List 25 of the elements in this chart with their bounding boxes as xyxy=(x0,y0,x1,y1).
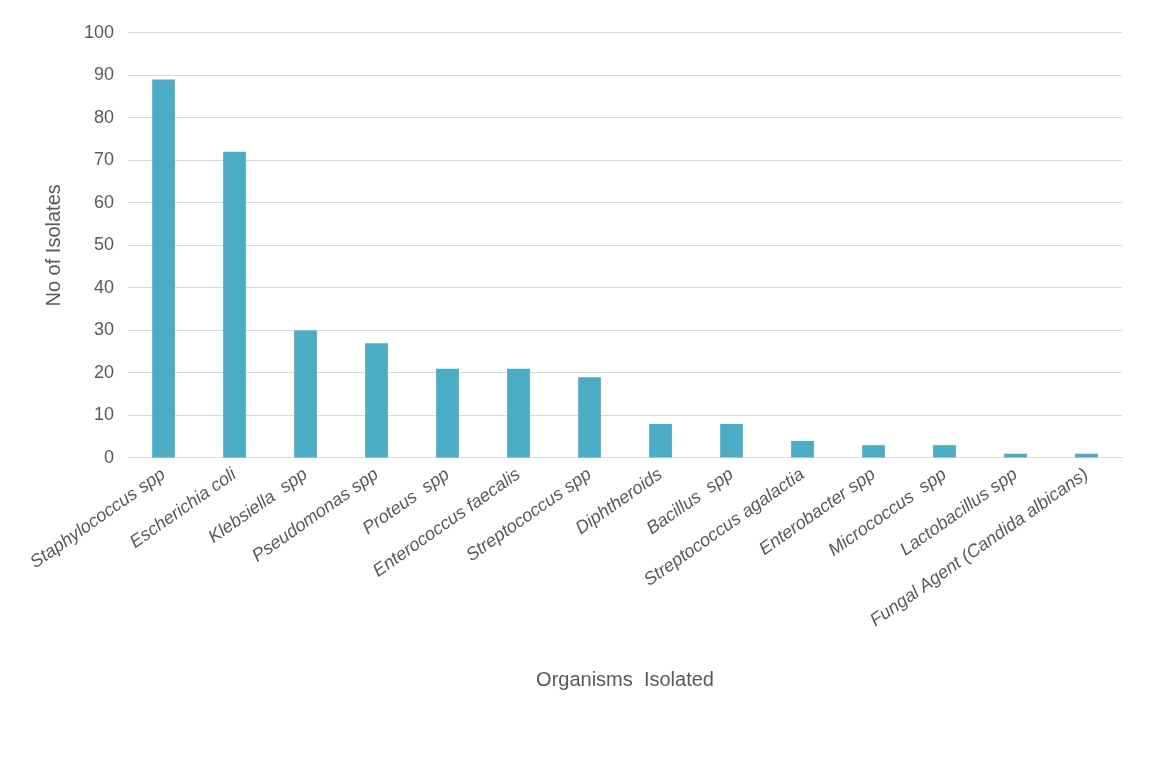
y-tick-label: 10 xyxy=(94,404,115,425)
bar xyxy=(862,445,885,458)
y-tick-label: 90 xyxy=(94,64,115,85)
bar xyxy=(365,343,388,458)
bar xyxy=(578,377,601,458)
bar xyxy=(152,79,175,458)
bar xyxy=(223,151,246,458)
bar xyxy=(436,368,459,458)
bar xyxy=(720,423,743,458)
y-axis-title: No of Isolates xyxy=(41,184,64,307)
y-tick-label: 80 xyxy=(94,106,115,127)
x-axis-title: Organisms Isolated xyxy=(536,667,714,690)
y-tick-label: 30 xyxy=(94,319,115,340)
y-tick-label: 0 xyxy=(104,446,115,467)
bar xyxy=(649,423,672,458)
bar xyxy=(933,445,956,458)
y-tick-label: 20 xyxy=(94,361,115,382)
bar xyxy=(294,330,317,458)
y-tick-label: 50 xyxy=(94,234,115,255)
bar xyxy=(507,368,530,458)
y-tick-label: 60 xyxy=(94,191,115,212)
bar xyxy=(791,440,814,458)
y-tick-label: 100 xyxy=(83,21,115,42)
y-tick-label: 40 xyxy=(94,276,115,297)
y-tick-label: 70 xyxy=(94,149,115,170)
